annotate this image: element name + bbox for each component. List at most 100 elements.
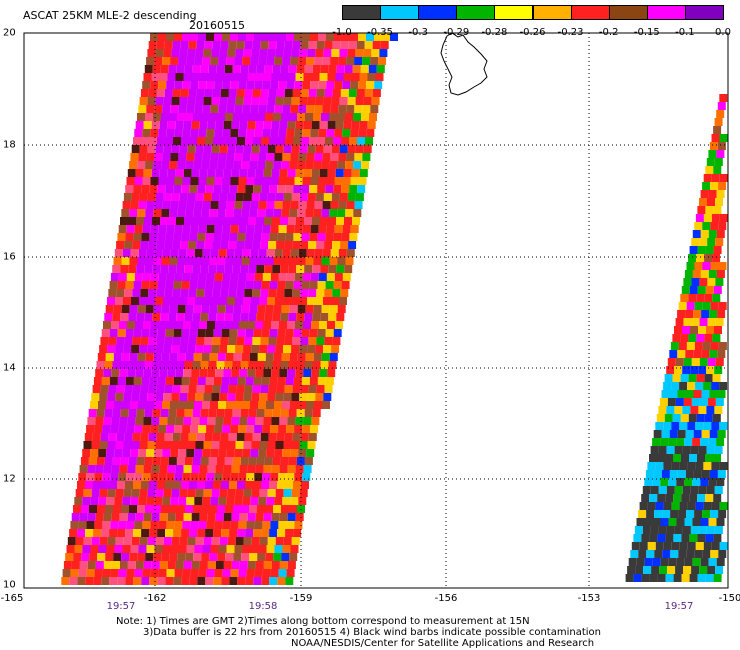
swath-pixel [104, 457, 113, 465]
swath-pixel [188, 385, 197, 393]
swath-pixel [139, 441, 148, 449]
swath-pixel [118, 521, 127, 529]
swath-pixel [179, 441, 188, 449]
swath-pixel [204, 433, 213, 441]
swath-pixel [169, 113, 177, 121]
swath-pixel [271, 73, 280, 81]
swath-pixel [253, 233, 262, 241]
swath-pixel [718, 302, 727, 310]
swath-pixel [666, 486, 675, 494]
swath-pixel [114, 545, 123, 553]
swath-pixel [311, 169, 320, 177]
swath-pixel [63, 561, 72, 569]
swath-pixel [352, 65, 361, 73]
swath-pixel [234, 249, 243, 257]
swath-pixel [212, 41, 221, 49]
swath-pixel [229, 577, 238, 585]
swath-pixel [218, 153, 227, 161]
swath-pixel [351, 121, 360, 129]
swath-pixel [213, 233, 222, 241]
swath-pixel [257, 161, 266, 169]
note-line-1: Note: 1) Times are GMT 2)Times along bot… [116, 616, 530, 627]
swath-pixel [174, 569, 183, 577]
swath-pixel [262, 177, 271, 185]
swath-pixel [230, 521, 239, 529]
swath-pixel [711, 542, 720, 550]
swath-pixel [134, 225, 143, 233]
swath-pixel [181, 185, 190, 193]
swath-pixel [169, 161, 178, 169]
swath-pixel [275, 49, 284, 57]
swath-pixel [187, 193, 196, 201]
swath-pixel [117, 281, 126, 289]
swath-pixel [158, 81, 167, 89]
swath-pixel [215, 561, 224, 569]
swath-pixel [268, 289, 277, 297]
swath-pixel [203, 193, 212, 201]
swath-pixel [235, 345, 244, 353]
swath-pixel [231, 121, 240, 129]
swath-pixel [185, 505, 193, 513]
swath-pixel [136, 217, 144, 225]
swath-pixel [275, 345, 284, 353]
swath-pixel [705, 206, 714, 214]
swath-pixel [346, 201, 355, 209]
swath-pixel [211, 489, 220, 497]
swath-pixel [93, 377, 102, 385]
swath-pixel [161, 113, 169, 121]
swath-pixel [148, 89, 157, 97]
swath-pixel [247, 73, 256, 81]
swath-pixel [299, 97, 308, 105]
swath-pixel [265, 161, 274, 169]
swath-pixel [121, 209, 130, 217]
swath-pixel [213, 529, 222, 537]
swath-pixel [133, 377, 142, 385]
swath-pixel [337, 113, 345, 121]
swath-pixel [190, 473, 199, 481]
swath-pixel [175, 561, 184, 569]
swath-pixel [689, 246, 698, 254]
swath-pixel [311, 121, 320, 129]
swath-pixel [274, 497, 283, 505]
swath-pixel [138, 497, 147, 505]
swath-pixel [212, 241, 221, 249]
swath-pixel [708, 558, 717, 566]
swath-pixel [206, 569, 215, 577]
swath-pixel [193, 113, 201, 121]
swath-pixel [83, 489, 92, 497]
swath-pixel [670, 550, 679, 558]
swath-pixel [335, 321, 343, 329]
swath-pixel [694, 342, 703, 350]
swath-pixel [671, 382, 680, 390]
swath-pixel [181, 137, 189, 145]
swath-pixel [344, 265, 353, 273]
swath-pixel [291, 49, 300, 57]
swath-pixel [106, 401, 114, 409]
swath-pixel [685, 350, 694, 358]
swath-pixel [318, 177, 327, 185]
swath-pixel [710, 222, 719, 230]
swath-pixel [310, 425, 319, 433]
swath-pixel [145, 113, 153, 121]
swath-pixel [688, 254, 697, 262]
swath-pixel [649, 494, 658, 502]
swath-pixel [282, 201, 291, 209]
swath-pixel [272, 457, 281, 465]
swath-pixel [711, 174, 720, 182]
swath-pixel [290, 57, 299, 65]
swath-pixel [660, 478, 669, 486]
swath-pixel [74, 545, 83, 553]
swath-pixel [281, 505, 289, 513]
swath-pixel [107, 345, 116, 353]
swath-pixel [94, 521, 103, 529]
swath-pixel [302, 225, 311, 233]
swath-pixel [294, 177, 303, 185]
swath-pixel [370, 57, 379, 65]
swath-pixel [246, 81, 255, 89]
swath-pixel [228, 241, 237, 249]
swath-pixel [109, 481, 117, 489]
swath-pixel [290, 249, 299, 257]
swath-pixel [304, 217, 312, 225]
swath-pixel [133, 481, 141, 489]
swath-pixel [187, 97, 196, 105]
